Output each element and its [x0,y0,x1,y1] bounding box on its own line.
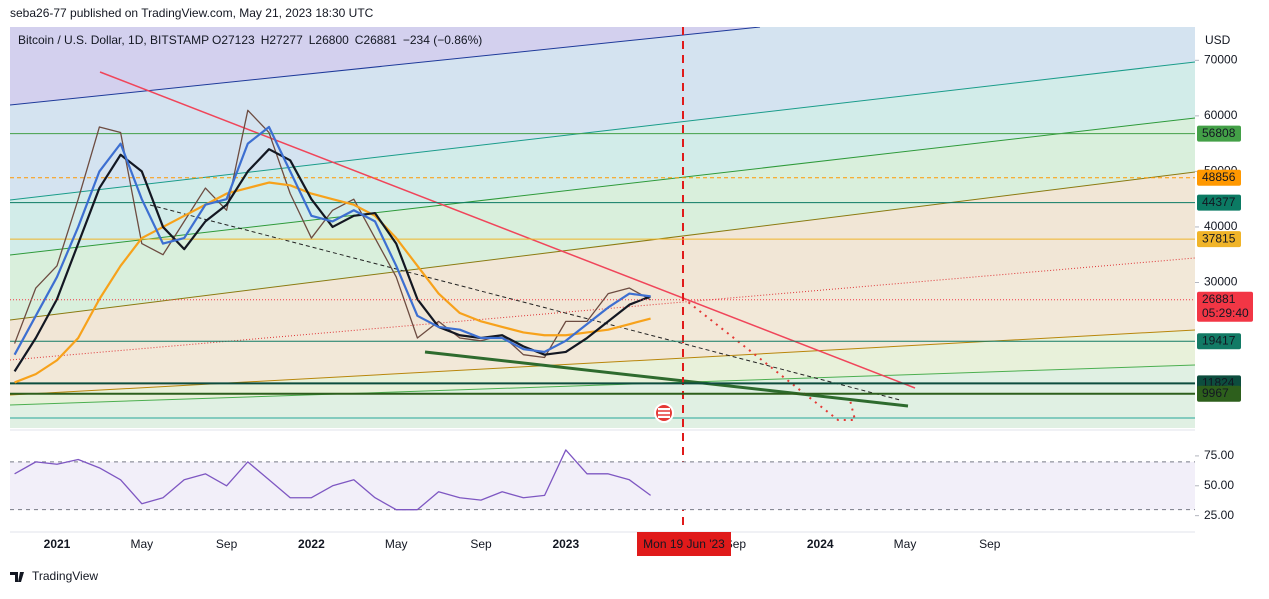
x-tick-label: Sep [979,537,1001,551]
rsi-band [10,461,1195,510]
series-line [14,449,651,511]
x-tick-label: May [894,537,917,551]
level-label-box [1197,385,1241,402]
x-tick-label: 2022 [298,537,325,551]
y-tick-label: 40000 [1204,219,1238,233]
series-line [14,181,651,384]
y-tick-label: 60000 [1204,108,1238,122]
publisher-line: seba26-77 published on TradingView.com, … [10,6,374,20]
level-label-box [1197,169,1241,186]
x-tick-label: Sep [470,537,492,551]
ohlc-value: −234 (−0.86%) [403,33,482,47]
level-label-box [1197,333,1241,350]
x-tick-label: 2024 [807,537,834,551]
level-label: 9967 [1202,386,1229,400]
level-label-box [1197,231,1241,248]
countdown: 05:29:40 [1202,306,1249,320]
ohlc-value: H27277 [261,33,303,47]
series-line [13,148,652,372]
level-label: 56808 [1202,126,1236,140]
symbol: Bitcoin / U.S. Dollar, 1D, BITSTAMP [18,33,209,47]
ohlc-value: C26881 [355,33,397,47]
brand: TradingView [10,569,98,583]
x-tick-label: May [130,537,153,551]
series-line [13,109,651,359]
series-line [13,125,651,356]
level-label: 37815 [1202,231,1236,245]
y-tick-label: 70000 [1204,52,1238,66]
ohlc-value: L26800 [309,33,349,47]
crosshair-label: Mon 19 Jun '23 [643,537,725,551]
x-tick-label: 2023 [552,537,579,551]
level-label: 44377 [1202,195,1236,209]
level-label-box [1197,125,1241,142]
x-tick-label: 2021 [44,537,71,551]
level-label: 19417 [1202,333,1236,347]
y-tick-label: 30000 [1204,275,1238,289]
brand-name: TradingView [32,569,98,583]
rsi-tick-label: 25.00 [1204,508,1234,522]
fan-background [10,27,1195,428]
currency: USD [1205,33,1231,47]
rsi-tick-label: 50.00 [1204,478,1234,492]
last-price-label: 26881 [1202,292,1236,306]
level-label: 48856 [1202,170,1236,184]
crosshair-label-box [637,532,731,556]
x-tick-label: Sep [216,537,238,551]
rsi-tick-label: 75.00 [1204,448,1234,462]
level-label-box [1197,194,1241,211]
last-price-box [1197,291,1253,322]
ohlc-value: O27123 [212,33,255,47]
x-tick-label: May [385,537,408,551]
